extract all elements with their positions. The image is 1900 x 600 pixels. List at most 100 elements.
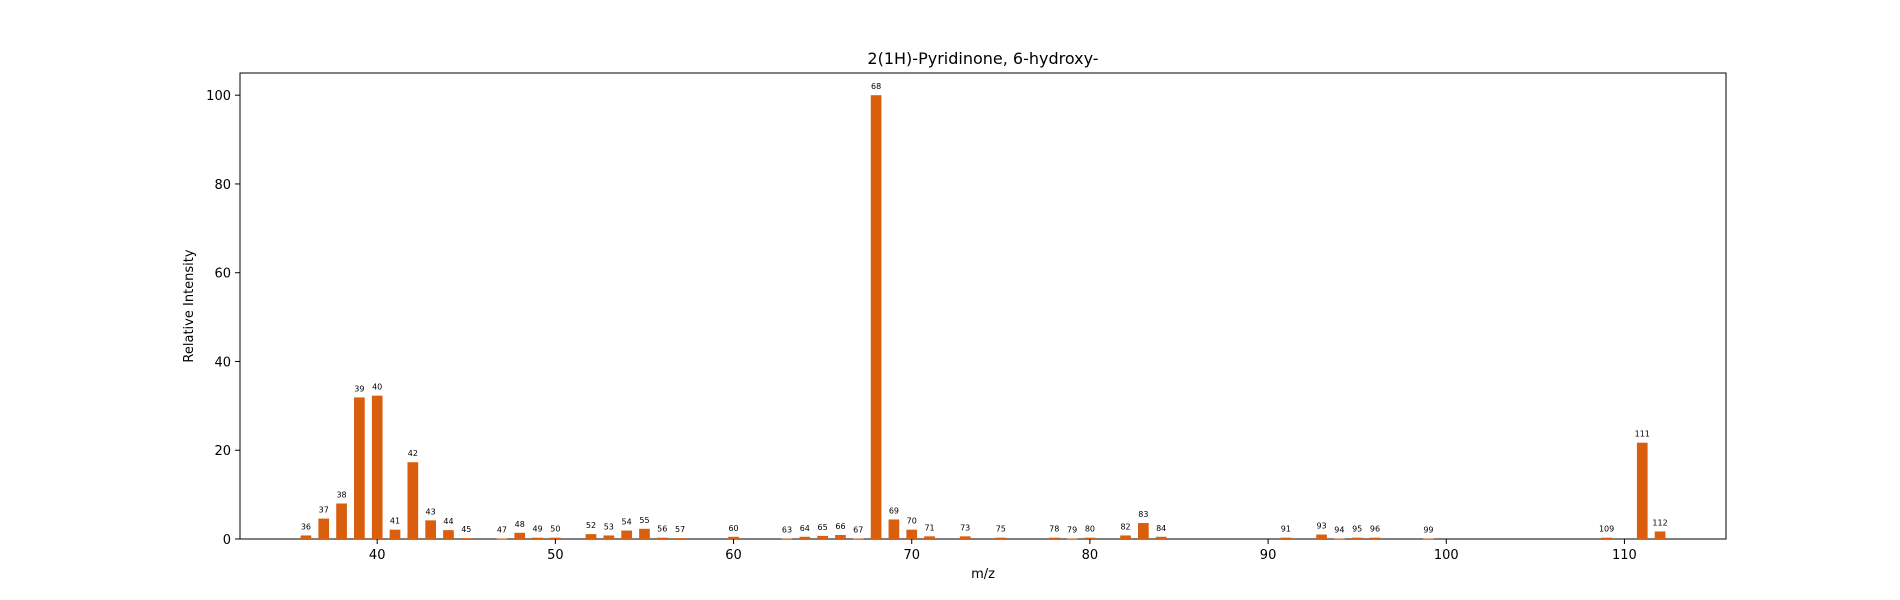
bar-mz-71 [924,536,935,539]
peak-label-mz-44: 44 [443,517,453,526]
peak-label-mz-99: 99 [1423,526,1433,535]
peak-label-mz-84: 84 [1156,524,1166,533]
bar-mz-109 [1601,537,1612,539]
bar-mz-66 [835,535,846,539]
x-axis-label: m/z [971,567,995,582]
bar-mz-73 [959,536,971,539]
peak-label-mz-55: 55 [639,516,649,525]
peak-label-mz-95: 95 [1352,525,1362,534]
plot-frame [239,72,1727,540]
peak-label-mz-56: 56 [657,525,667,534]
bar-mz-37 [318,518,330,539]
bar-mz-111 [1636,442,1648,539]
bar-mz-80 [1084,537,1096,539]
peak-label-mz-53: 53 [604,522,614,531]
peak-label-mz-37: 37 [319,506,329,515]
peak-label-mz-39: 39 [354,384,364,393]
x-tick-label-50: 50 [547,548,564,563]
bar-mz-70 [906,529,918,539]
bar-mz-91 [1280,537,1292,539]
peak-label-mz-36: 36 [301,522,311,531]
peak-label-mz-52: 52 [586,521,596,530]
peak-label-mz-40: 40 [372,383,382,392]
peak-label-mz-94: 94 [1334,526,1344,535]
peak-label-mz-91: 91 [1281,525,1291,534]
peak-label-mz-79: 79 [1067,526,1077,535]
bar-mz-112 [1654,531,1666,539]
bar-mz-50 [550,537,561,539]
bar-mz-99 [1423,538,1434,540]
peak-label-mz-66: 66 [835,522,845,531]
peak-label-mz-50: 50 [550,525,560,534]
bar-mz-39 [354,397,365,539]
y-tick-label-20: 20 [214,444,231,459]
peak-label-mz-75: 75 [996,525,1006,534]
peak-label-mz-69: 69 [889,506,899,515]
x-tick-label-40: 40 [369,548,386,563]
peak-label-mz-111: 111 [1635,430,1650,439]
peak-label-mz-78: 78 [1049,525,1059,534]
peak-label-mz-68: 68 [871,82,881,91]
peak-label-mz-49: 49 [532,525,542,534]
bar-mz-40 [371,395,383,539]
y-tick-label-0: 0 [223,533,231,548]
peak-label-mz-73: 73 [960,523,970,532]
peak-label-mz-83: 83 [1138,510,1148,519]
bar-mz-45 [460,538,472,539]
peak-label-mz-109: 109 [1599,525,1614,534]
peak-label-mz-112: 112 [1652,518,1667,527]
bar-mz-75 [995,537,1007,539]
bar-mz-41 [389,529,401,539]
chart-title: 2(1H)-Pyridinone, 6-hydroxy- [867,49,1098,68]
peak-label-mz-42: 42 [408,449,418,458]
bar-mz-47 [496,538,508,540]
peak-label-mz-70: 70 [907,517,917,526]
peak-label-mz-71: 71 [924,523,934,532]
bar-mz-44 [443,530,454,539]
bar-mz-53 [603,535,615,539]
bar-mz-84 [1155,536,1167,539]
bar-mz-63 [781,538,793,540]
bar-mz-82 [1120,535,1131,539]
bar-mz-56 [656,537,668,539]
peak-label-mz-60: 60 [728,524,738,533]
bar-mz-54 [621,530,632,539]
bar-mz-78 [1048,537,1060,539]
x-tick-label-60: 60 [725,548,742,563]
bar-mz-43 [425,520,436,539]
peak-label-mz-48: 48 [515,520,525,529]
x-tick-label-100: 100 [1434,548,1459,563]
bar-mz-94 [1334,538,1345,540]
bar-mz-38 [336,503,347,539]
bar-mz-69 [888,519,900,539]
bar-mz-68 [870,95,882,539]
y-axis: 0 20 40 60 80 100 [206,89,240,548]
peak-labels: 36 37 38 39 40 41 42 43 44 45 47 48 49 50 52 53 54 55 56 57… [301,82,1668,534]
x-tick-label-80: 80 [1082,548,1099,563]
peak-label-mz-96: 96 [1370,525,1380,534]
y-tick-label-40: 40 [214,355,231,370]
peak-label-mz-82: 82 [1120,522,1130,531]
x-axis: 40 50 60 70 80 90 100 110 [369,539,1637,563]
bar-mz-60 [728,536,739,539]
bar-mz-55 [639,528,650,539]
bar-mz-83 [1138,523,1149,539]
y-axis-label: Relative Intensity [182,249,197,362]
bar-mz-52 [585,534,597,539]
bar-mz-57 [674,538,686,539]
y-tick-label-100: 100 [206,89,231,104]
bar-mz-95 [1351,537,1363,539]
bar-mz-49 [532,537,543,539]
peak-label-mz-45: 45 [461,525,471,534]
bar-mz-64 [799,536,811,539]
bar-mz-42 [407,462,419,539]
bar-mz-36 [300,535,312,539]
peak-label-mz-65: 65 [818,523,828,532]
peak-label-mz-43: 43 [426,507,436,516]
peak-label-mz-38: 38 [336,490,346,499]
peak-label-mz-57: 57 [675,525,685,534]
x-tick-label-110: 110 [1612,548,1637,563]
bar-mz-48 [514,532,526,539]
peak-label-mz-67: 67 [853,526,863,535]
bar-series [300,95,1666,540]
